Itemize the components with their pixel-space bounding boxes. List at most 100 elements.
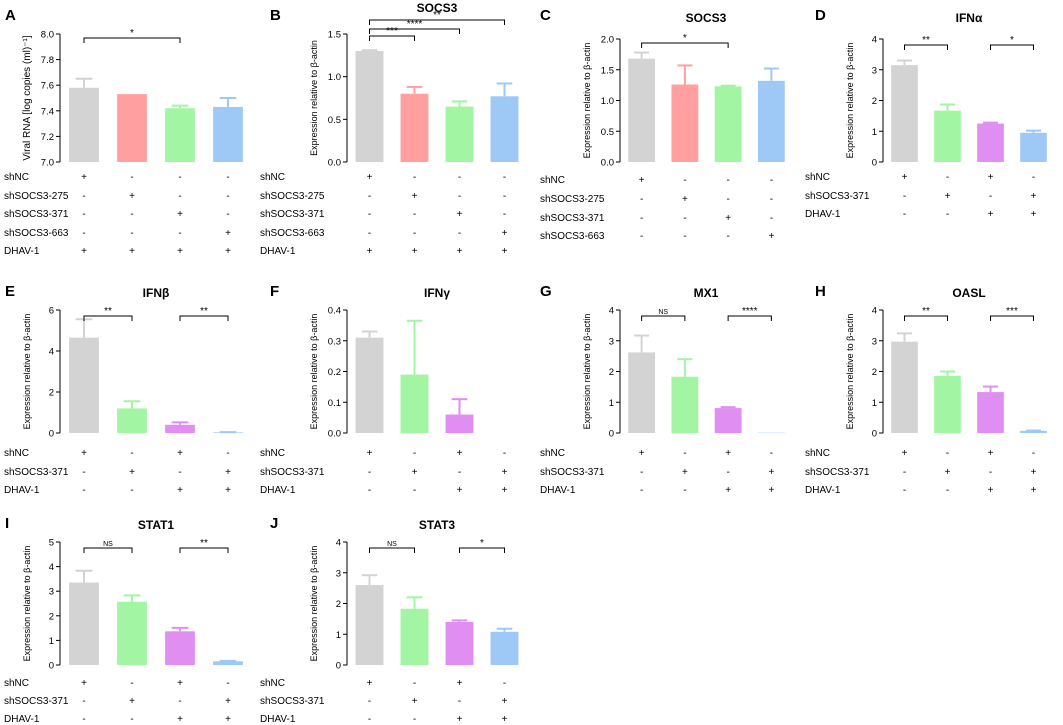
- significance-label: ****: [742, 306, 758, 317]
- condition-label: shNC: [4, 448, 29, 459]
- significance-label: *: [480, 538, 484, 549]
- y-axis-label: Expression relative to β-actin: [22, 546, 32, 662]
- condition-label: shSOCS3-663: [4, 228, 69, 239]
- condition-mark: +: [177, 485, 183, 496]
- y-tick-label: 8.0: [41, 30, 54, 41]
- panel-c: C SOCS3 0.0 0.5 1.0 1.5 2.0 Expression relative…: [540, 7, 785, 242]
- significance-label: NS: [387, 541, 397, 548]
- significance-label: **: [200, 306, 208, 317]
- condition-mark: -: [226, 172, 229, 183]
- panel-label: J: [270, 515, 278, 532]
- bar: [628, 58, 656, 162]
- condition-mark: +: [412, 191, 418, 202]
- bar: [165, 108, 195, 162]
- y-tick-label: 1.5: [601, 65, 614, 76]
- panel-label: D: [815, 7, 826, 24]
- condition-mark: +: [412, 467, 418, 478]
- condition-mark: +: [367, 246, 373, 257]
- significance-bracket: [990, 315, 1034, 321]
- condition-mark: -: [368, 696, 371, 707]
- condition-mark: -: [946, 172, 949, 183]
- condition-mark: +: [457, 714, 463, 725]
- condition-mark: -: [368, 209, 371, 220]
- condition-mark: +: [1031, 485, 1037, 496]
- condition-mark: -: [413, 448, 416, 459]
- bar: [445, 414, 474, 433]
- condition-mark: +: [945, 191, 951, 202]
- significance-label: NS: [658, 309, 668, 316]
- condition-mark: -: [726, 194, 729, 205]
- condition-mark: +: [225, 246, 231, 257]
- y-tick-label: 2: [609, 367, 614, 378]
- bar: [977, 123, 1004, 162]
- condition-label: DHAV-1: [805, 485, 841, 496]
- condition-label: shNC: [805, 448, 830, 459]
- condition-mark: +: [177, 209, 183, 220]
- significance-bracket: [83, 547, 133, 553]
- significance-bracket: [83, 37, 181, 43]
- significance-label: **: [922, 35, 930, 46]
- condition-mark: -: [640, 194, 643, 205]
- condition-label: shSOCS3-371: [540, 213, 605, 224]
- condition-mark: +: [81, 246, 87, 257]
- condition-mark: -: [640, 231, 643, 242]
- y-axis-label: Expression relative to β-actin: [309, 314, 319, 430]
- bar: [400, 374, 429, 433]
- condition-mark: -: [130, 209, 133, 220]
- condition-mark: -: [413, 209, 416, 220]
- condition-mark: +: [367, 172, 373, 183]
- y-tick-label: 3: [609, 336, 614, 347]
- significance-bracket: [369, 35, 415, 41]
- bar: [69, 337, 99, 433]
- condition-mark: -: [82, 696, 85, 707]
- significance-label: **: [200, 538, 208, 549]
- y-tick-label: 2: [49, 611, 54, 622]
- bar: [671, 376, 699, 433]
- bar: [117, 94, 147, 162]
- condition-mark: -: [413, 485, 416, 496]
- bar: [165, 631, 195, 665]
- condition-label: shSOCS3-275: [4, 191, 69, 202]
- condition-label: shNC: [260, 678, 285, 689]
- y-tick-label: 0.0: [601, 158, 614, 169]
- condition-mark: -: [503, 678, 506, 689]
- bar: [490, 631, 519, 665]
- condition-label: shSOCS3-371: [4, 209, 69, 220]
- condition-mark: -: [458, 467, 461, 478]
- condition-mark: -: [130, 485, 133, 496]
- panel-i: I STAT1 0 1 2 3 4 5 Expression relative to β-act…: [4, 515, 243, 725]
- condition-mark: +: [502, 485, 508, 496]
- bar: [671, 84, 699, 162]
- condition-mark: -: [683, 231, 686, 242]
- bar: [213, 106, 243, 162]
- panel-label: H: [815, 283, 826, 300]
- significance-bracket: [369, 547, 415, 553]
- y-tick-label: 0: [872, 429, 877, 440]
- condition-mark: -: [82, 485, 85, 496]
- condition-mark: +: [639, 175, 645, 186]
- condition-mark: +: [412, 696, 418, 707]
- condition-mark: -: [226, 209, 229, 220]
- chart-title: IFNγ: [424, 286, 450, 300]
- condition-mark: +: [502, 246, 508, 257]
- condition-mark: -: [726, 231, 729, 242]
- condition-mark: -: [458, 696, 461, 707]
- y-tick-label: 0.1: [328, 398, 341, 409]
- condition-mark: -: [726, 467, 729, 478]
- condition-mark: -: [82, 467, 85, 478]
- condition-mark: -: [368, 714, 371, 725]
- y-tick-label: 5: [49, 538, 54, 549]
- condition-mark: +: [457, 678, 463, 689]
- condition-mark: -: [82, 209, 85, 220]
- y-tick-label: 0: [609, 429, 614, 440]
- significance-bracket: [179, 547, 229, 553]
- condition-mark: +: [129, 467, 135, 478]
- condition-mark: -: [458, 191, 461, 202]
- condition-label: shNC: [4, 678, 29, 689]
- condition-mark: -: [683, 485, 686, 496]
- condition-mark: +: [988, 448, 994, 459]
- panel-f: F IFNγ 0.0 0.1 0.2 0.3 0.4 Expression relative …: [260, 283, 508, 496]
- condition-label: shSOCS3-371: [4, 696, 69, 707]
- condition-mark: +: [725, 213, 731, 224]
- y-tick-label: 2: [872, 367, 877, 378]
